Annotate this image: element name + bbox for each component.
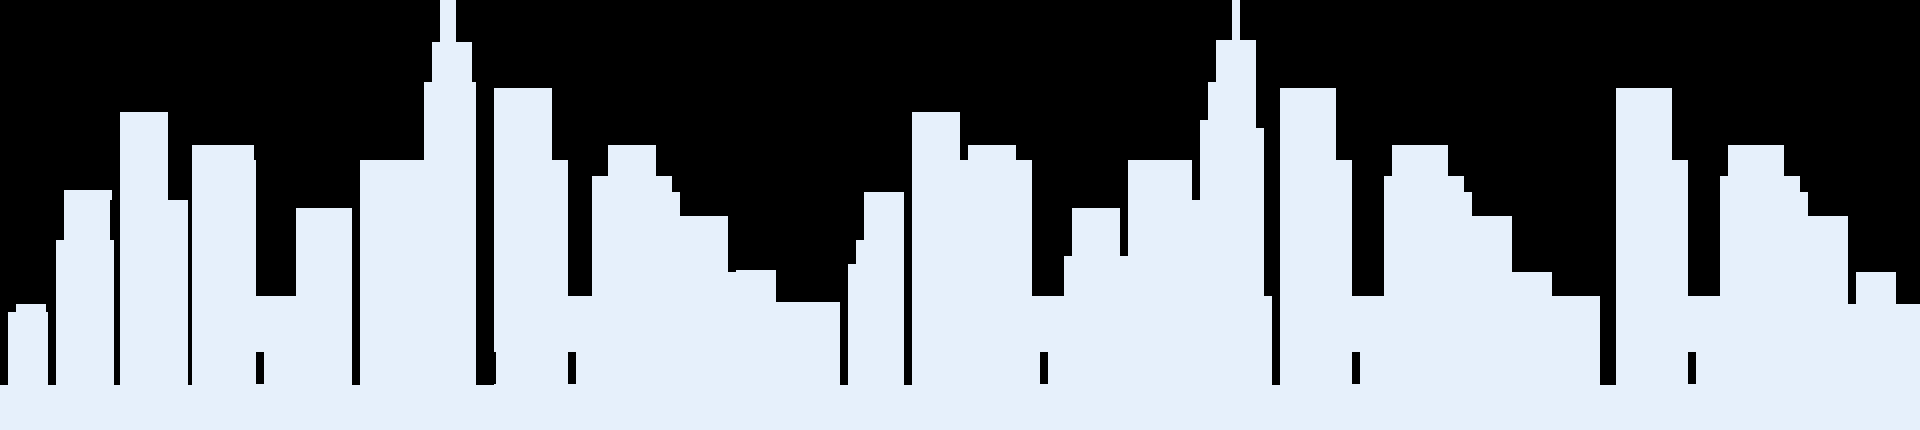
building-61: [1728, 145, 1784, 387]
building-66: [1856, 272, 1896, 312]
building-64: [1808, 216, 1848, 387]
building-22: [664, 192, 680, 387]
building-42: [1232, 0, 1240, 45]
building-39: [1200, 120, 1256, 387]
building-45: [1280, 88, 1336, 387]
base-notch-6: [1352, 352, 1360, 384]
building-56: [1592, 296, 1600, 306]
building-6: [120, 112, 168, 387]
building-51: [1456, 192, 1472, 387]
building-26: [776, 302, 840, 387]
building-25: [736, 270, 776, 276]
building-55: [1584, 304, 1600, 387]
building-30: [912, 112, 960, 387]
building-2: [16, 304, 46, 314]
building-63: [1792, 192, 1808, 387]
building-44: [1264, 296, 1272, 387]
building-67: [1904, 304, 1920, 387]
building-57: [1616, 88, 1672, 387]
base-notch-7: [1600, 352, 1608, 384]
building-37: [1128, 160, 1192, 387]
building-65: [1848, 304, 1904, 387]
building-52: [1472, 216, 1512, 387]
building-13: [424, 82, 476, 387]
base-notch-5: [1272, 352, 1280, 384]
building-58: [1672, 160, 1688, 387]
base-notch-4: [1040, 352, 1048, 384]
building-36: [1120, 256, 1128, 387]
building-5: [72, 190, 112, 200]
building-11: [296, 208, 352, 387]
building-46: [1336, 160, 1352, 387]
building-35: [1072, 208, 1120, 387]
building-49: [1392, 145, 1448, 387]
base-notch-3: [568, 352, 576, 384]
building-1: [8, 312, 48, 387]
building-16: [494, 88, 552, 387]
building-32: [968, 145, 1016, 165]
building-3: [56, 240, 114, 387]
building-20: [608, 145, 656, 387]
building-9: [248, 160, 256, 387]
building-38: [1192, 200, 1200, 387]
building-15: [440, 0, 456, 45]
base-notch-1: [256, 352, 264, 384]
building-43: [1256, 128, 1264, 387]
building-24: [728, 272, 776, 387]
building-17: [552, 160, 568, 387]
building-23: [680, 216, 728, 387]
building-29: [864, 192, 904, 387]
base-notch-8: [1688, 352, 1696, 384]
building-7: [168, 200, 188, 387]
building-31: [960, 160, 1032, 387]
building-14: [432, 42, 472, 87]
ground-strip: [0, 385, 1920, 430]
building-53: [1512, 272, 1552, 387]
building-12: [360, 160, 424, 387]
skyline-buildings: [8, 0, 1920, 387]
building-8: [192, 145, 254, 387]
building-41: [1216, 40, 1256, 85]
building-40: [1208, 82, 1256, 127]
base-notch-2: [488, 352, 496, 384]
